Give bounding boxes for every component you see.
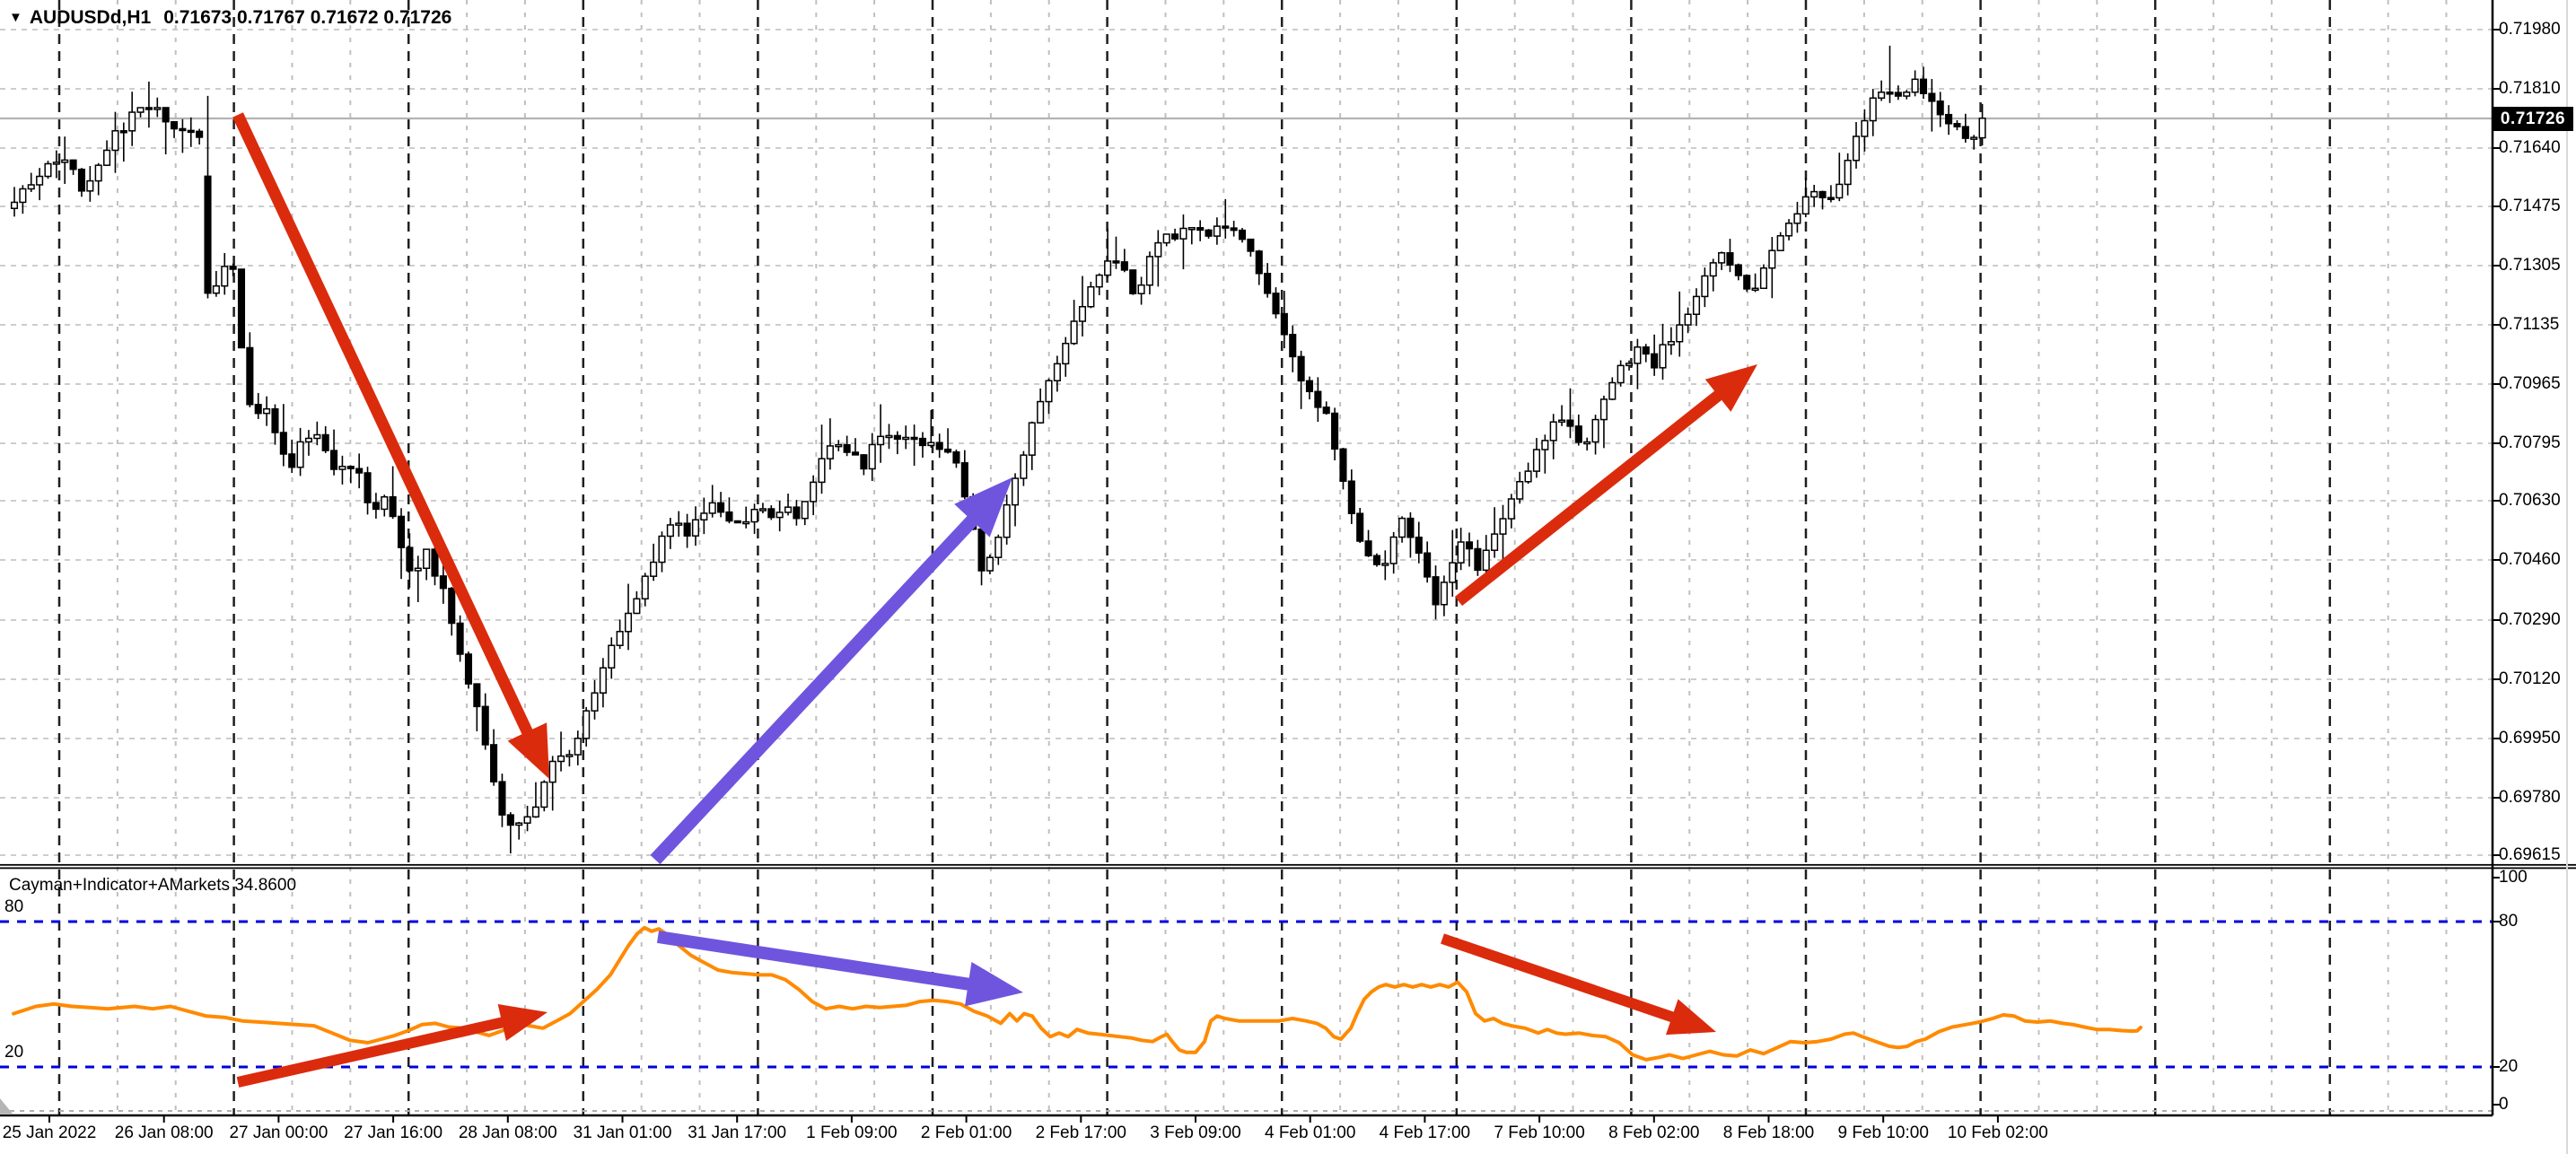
price-axis-label: 0.69950 — [2499, 729, 2561, 747]
scroll-corner-icon — [0, 1098, 13, 1114]
oscillator-layer — [0, 920, 2492, 1069]
oscillator-axis-label: 0 — [2499, 1095, 2509, 1114]
price-axis-label: 0.71135 — [2499, 315, 2560, 334]
ohlc-readout: 0.71673 0.71767 0.71672 0.71726 — [163, 7, 452, 28]
time-axis-label: 10 Feb 02:00 — [1947, 1123, 2048, 1142]
oscillator-level-label: 20 — [4, 1043, 24, 1062]
price-axis-label: 0.70290 — [2499, 610, 2561, 629]
time-axis-label: 31 Jan 01:00 — [573, 1123, 672, 1142]
price-axis-label: 0.71980 — [2499, 20, 2561, 39]
price-axis-label: 0.70630 — [2499, 491, 2561, 510]
candlesticks — [10, 45, 1986, 854]
symbol-timeframe-label: AUDUSDd,H1 — [29, 7, 152, 28]
time-axis-label: 4 Feb 01:00 — [1264, 1123, 1356, 1142]
indicator-name-value: Cayman+Indicator+AMarkets 34.8600 — [9, 876, 297, 895]
current-price-badge: 0.71726 — [2493, 107, 2573, 131]
window-separator — [0, 863, 2576, 870]
time-axis-label: 3 Feb 09:00 — [1150, 1123, 1241, 1142]
time-axis-label: 7 Feb 10:00 — [1494, 1123, 1585, 1142]
oscillator-axis-label: 100 — [2499, 868, 2528, 887]
time-axis-label: 27 Jan 16:00 — [344, 1123, 443, 1142]
time-axis-label: 28 Jan 08:00 — [458, 1123, 557, 1142]
time-axis-label: 1 Feb 09:00 — [806, 1123, 898, 1142]
oscillator-axis-label: 80 — [2499, 912, 2519, 931]
grid-lines — [0, 0, 2492, 1115]
red-up-arrow-main[interactable] — [1454, 364, 1757, 607]
red-down-arrow-main[interactable] — [232, 112, 549, 779]
time-axis-label: 2 Feb 17:00 — [1035, 1123, 1127, 1142]
red-up-arrow-indicator[interactable] — [236, 1003, 548, 1088]
oscillator-level-label: 80 — [4, 897, 24, 916]
chart-title: ▼ AUDUSDd,H1 0.71673 0.71767 0.71672 0.717… — [9, 7, 451, 31]
price-axis-label: 0.70460 — [2499, 550, 2561, 569]
price-axis-label: 0.69780 — [2499, 788, 2561, 807]
time-axis-label: 25 Jan 2022 — [2, 1123, 97, 1142]
time-axis-label: 8 Feb 18:00 — [1722, 1123, 1815, 1142]
purple-down-arrow-indicator[interactable] — [656, 931, 1023, 1007]
time-axis-label: 4 Feb 17:00 — [1379, 1123, 1471, 1142]
time-axis-label: 31 Jan 17:00 — [688, 1123, 787, 1142]
time-axis-label: 9 Feb 10:00 — [1837, 1123, 1929, 1142]
price-axis-label: 0.71305 — [2499, 256, 2561, 275]
oscillator-axis-label: 20 — [2499, 1057, 2519, 1076]
price-axis-label: 0.70795 — [2499, 433, 2561, 452]
time-axis-label: 26 Jan 08:00 — [114, 1123, 214, 1142]
price-axis-label: 0.70965 — [2499, 374, 2561, 393]
price-axis-label: 0.70120 — [2499, 669, 2561, 688]
time-axis-label: 8 Feb 02:00 — [1608, 1123, 1700, 1142]
price-axis-label: 0.69615 — [2499, 845, 2561, 864]
price-axis-label: 0.71475 — [2499, 197, 2561, 215]
red-down-arrow-indicator[interactable] — [1441, 933, 1716, 1036]
symbol-dropdown-icon: ▼ — [9, 10, 22, 25]
price-axis-label: 0.71810 — [2499, 79, 2561, 98]
time-axis-label: 27 Jan 00:00 — [229, 1123, 329, 1142]
purple-up-arrow-main[interactable] — [650, 477, 1012, 865]
time-axis-label: 2 Feb 01:00 — [920, 1123, 1012, 1142]
price-axis-label: 0.71640 — [2499, 138, 2561, 157]
